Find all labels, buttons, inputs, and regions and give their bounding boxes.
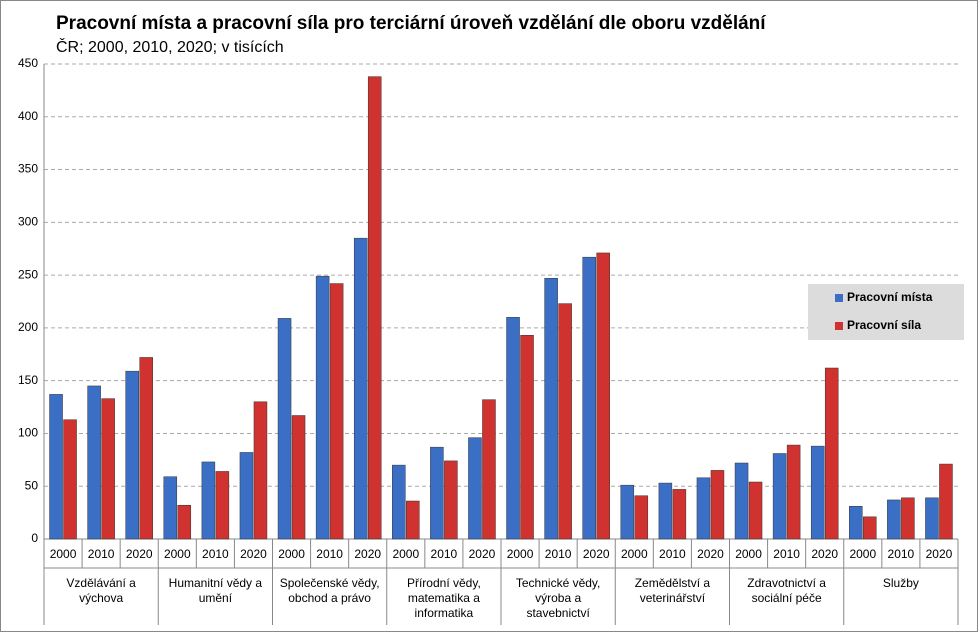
y-tick-label: 250 [18,267,38,281]
bar [748,481,763,540]
group-label: Technické vědy, výroba a stavebnictví [515,576,601,620]
x-tick-label: 2020 [926,547,953,561]
legend-swatch [835,294,843,302]
bar [810,445,825,540]
bar [696,477,711,540]
bar [901,497,915,540]
bar [582,256,596,540]
bar [430,446,444,540]
bar [87,385,101,540]
bar [672,489,687,540]
bar [506,317,520,540]
y-tick-label: 300 [18,215,38,229]
legend-box [808,284,964,340]
bar [177,504,192,540]
bar [634,495,649,540]
bar [63,419,77,540]
x-tick-label: 2000 [849,547,876,561]
y-tick-label: 350 [18,162,38,176]
bar [925,497,939,540]
chart-title: Pracovní místa a pracovní síla pro terci… [56,13,766,34]
y-tick-label: 50 [25,478,39,492]
bar [887,499,901,540]
group-label: Společenské vědy, obchod a právo [279,576,380,605]
bar [849,506,863,540]
x-tick-label: 2010 [888,547,915,561]
bar [277,318,292,540]
legend-label: Pracovní síla [847,318,921,332]
bar [620,484,635,540]
group-label: Vzdělávání a výchova [66,576,136,605]
bar [558,303,572,540]
legend-label: Pracovní místa [847,290,933,304]
bar [215,471,230,540]
legend-swatch [835,322,843,330]
bar [329,283,344,540]
bar [353,237,368,540]
bar [101,398,115,540]
chart-subtitle: ČR; 2000, 2010, 2020; v tisících [56,37,284,56]
bar [392,464,406,540]
x-tick-label: 2010 [316,547,343,561]
y-tick-label: 400 [18,109,38,123]
y-tick-label: 150 [18,373,38,387]
bar [824,367,839,540]
y-tick-label: 100 [18,426,38,440]
x-tick-label: 2000 [278,547,305,561]
bar [939,463,953,540]
bar [253,401,268,540]
x-tick-label: 2020 [240,547,267,561]
x-tick-label: 2000 [621,547,648,561]
x-tick-label: 2000 [507,547,534,561]
x-tick-label: 2000 [50,547,77,561]
x-tick-label: 2000 [735,547,762,561]
bar [49,394,63,540]
y-tick-label: 0 [31,531,38,545]
group-label: Služby [882,576,919,590]
bar [163,476,178,540]
x-tick-label: 2020 [697,547,724,561]
y-tick-label: 450 [18,56,38,70]
group-label: Zemědělství a veterinářství [634,576,711,605]
x-tick-label: 2000 [164,547,191,561]
bar [468,437,482,540]
bar [139,357,153,540]
x-tick-label: 2020 [583,547,610,561]
x-tick-label: 2010 [773,547,800,561]
bar [786,444,801,540]
bar [125,370,139,540]
x-tick-label: 2020 [126,547,153,561]
bar [596,252,610,540]
bar [520,335,534,540]
group-label: Zdravotnictví a sociální péče [747,576,826,605]
bar [772,453,787,540]
x-tick-label: 2010 [545,547,572,561]
bar [291,415,306,540]
bar [201,461,216,540]
x-tick-label: 2010 [88,547,115,561]
bar [315,275,330,540]
bar [710,470,725,540]
bar [863,516,877,540]
group-label: Přírodní vědy, matematika a informatika [406,576,481,620]
group-label: Humanitní vědy a umění [168,576,263,605]
x-tick-label: 2020 [469,547,496,561]
bar [406,500,420,540]
y-tick-label: 200 [18,320,38,334]
bar [367,76,382,540]
bar [658,482,673,540]
bar [734,462,749,540]
x-tick-label: 2010 [202,547,229,561]
x-tick-label: 2000 [392,547,419,561]
x-tick-label: 2020 [811,547,838,561]
bar [239,452,254,540]
x-tick-label: 2010 [431,547,458,561]
bar [444,460,458,540]
bar [544,278,558,540]
x-tick-label: 2020 [354,547,381,561]
bar [482,399,496,540]
x-tick-label: 2010 [659,547,686,561]
